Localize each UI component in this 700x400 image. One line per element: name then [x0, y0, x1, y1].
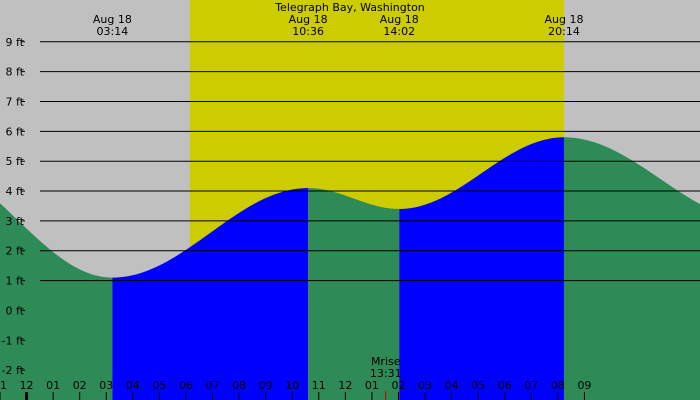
y-gridlines — [21, 41, 700, 371]
falling-tide-segment — [0, 203, 113, 400]
x-tick-label: 03 — [418, 379, 432, 392]
x-tick-label: 04 — [445, 379, 459, 392]
tide-marker-time: 14:02 — [383, 25, 415, 38]
x-tick-label: 01 — [365, 379, 379, 392]
y-tick-label: 3 ft — [6, 215, 25, 228]
x-tick-label: 07 — [206, 379, 220, 392]
y-tick-label: 1 ft — [6, 275, 25, 288]
tide-water-area — [0, 137, 700, 400]
x-tick-label: 06 — [179, 379, 193, 392]
tide-marker-date: Aug 18 — [289, 13, 328, 26]
x-tick-label: 12 — [20, 379, 34, 392]
x-tick-label: 08 — [232, 379, 246, 392]
x-tick-marks — [0, 392, 585, 400]
chart-title: Telegraph Bay, Washington — [274, 1, 425, 14]
y-tick-label: 0 ft — [6, 304, 25, 317]
y-tick-label: 6 ft — [6, 125, 25, 138]
x-tick-label: 09 — [577, 379, 591, 392]
y-tick-label: 5 ft — [6, 155, 25, 168]
tide-marker-date: Aug 18 — [380, 13, 419, 26]
x-tick-label: 11 — [312, 379, 326, 392]
rising-tide-segment — [112, 188, 309, 400]
x-tick-label: 08 — [551, 379, 565, 392]
tide-marker-time: 10:36 — [292, 25, 324, 38]
tide-marker-date: Aug 18 — [93, 13, 132, 26]
tide-marker-time: 20:14 — [548, 25, 580, 38]
x-tick-label: 07 — [524, 379, 538, 392]
falling-tide-segment — [563, 137, 700, 400]
y-tick-label: 8 ft — [6, 66, 25, 79]
y-tick-label: -1 ft — [2, 334, 25, 347]
x-tick-label: 02 — [391, 379, 405, 392]
x-tick-label: 09 — [259, 379, 273, 392]
moonrise-time: 13:31 — [370, 367, 402, 380]
x-tick-label: 05 — [471, 379, 485, 392]
x-tick-label: 06 — [498, 379, 512, 392]
x-tick-label: 10 — [285, 379, 299, 392]
x-tick-label: 01 — [46, 379, 60, 392]
x-tick-label: 02 — [73, 379, 87, 392]
falling-tide-segment — [308, 188, 400, 400]
y-tick-label: 7 ft — [6, 95, 25, 108]
rising-tide-segment — [399, 137, 564, 400]
tide-marker-time: 03:14 — [97, 25, 129, 38]
x-tick-label: 05 — [152, 379, 166, 392]
x-tick-label: 03 — [99, 379, 113, 392]
x-tick-label: 04 — [126, 379, 140, 392]
y-tick-label: -2 ft — [2, 364, 25, 377]
y-tick-label: 4 ft — [6, 185, 25, 198]
y-tick-labels: 9 ft 8 ft 7 ft 6 ft 5 ft 4 ft 3 ft 2 ft 1 ft 0 ft… — [2, 36, 25, 377]
x-tick-label: 12 — [338, 379, 352, 392]
y-tick-label: 9 ft — [6, 36, 25, 49]
moonrise-label: Mrise — [371, 355, 401, 368]
tide-marker-date: Aug 18 — [544, 13, 583, 26]
y-tick-label: 2 ft — [6, 245, 25, 258]
x-tick-label: 11 — [0, 379, 7, 392]
x-tick-labels: 11 12 01 02 03 04 05 06 07 08 09 10 11 12 01 02 03 04 05 06… — [0, 379, 591, 392]
